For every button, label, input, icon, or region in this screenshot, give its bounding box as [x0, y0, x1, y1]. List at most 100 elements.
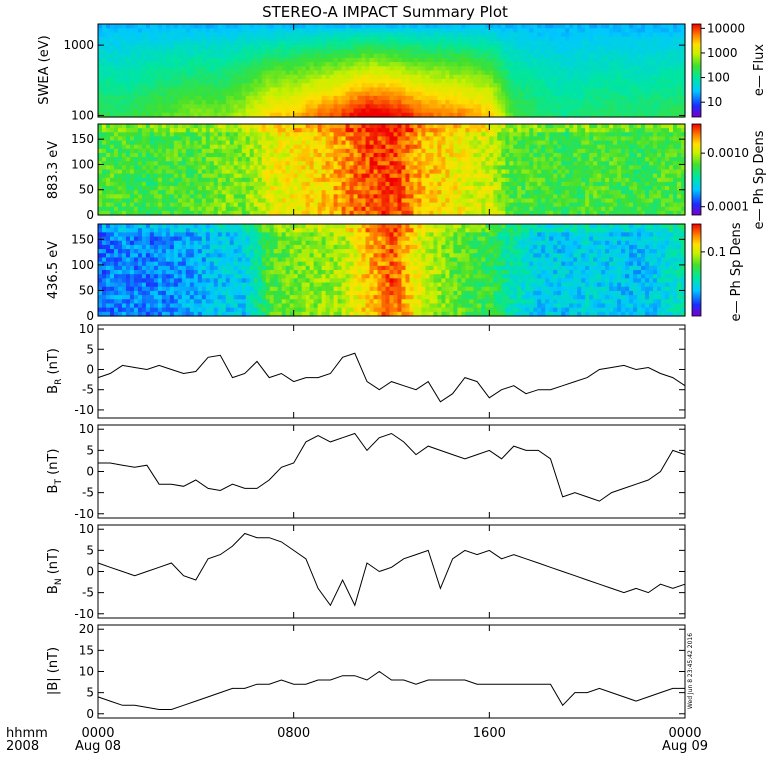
- spectrogram-cell: [677, 91, 682, 97]
- spectrogram-cell: [277, 28, 283, 34]
- spectrogram-cell: [101, 181, 107, 187]
- spectrogram-cell: [365, 177, 371, 183]
- spectrogram-cell: [241, 70, 247, 76]
- spectrogram-cell: [529, 40, 534, 46]
- spectrogram-cell: [577, 100, 582, 105]
- spectrogram-cell: [277, 190, 283, 195]
- spectrogram-cell: [561, 40, 566, 46]
- spectrogram-cell: [441, 95, 446, 101]
- spectrogram-cell: [301, 112, 307, 118]
- spectrogram-cell: [293, 202, 299, 208]
- spectrogram-cell: [457, 57, 462, 63]
- spectrogram-cell: [405, 186, 411, 191]
- spectrogram-cell: [249, 165, 255, 171]
- spectrogram-cell: [589, 78, 594, 84]
- spectrogram-cell: [121, 148, 127, 154]
- spectrogram-cell: [353, 112, 359, 118]
- spectrogram-cell: [457, 74, 462, 80]
- spectrogram-cell: [237, 78, 243, 84]
- spectrogram-cell: [673, 66, 678, 72]
- spectrogram-cell: [213, 40, 219, 46]
- spectrogram-cell: [361, 57, 367, 63]
- spectrogram-cell: [573, 45, 578, 50]
- spectrogram-cell: [613, 36, 618, 42]
- spectrogram-cell: [261, 181, 267, 187]
- spectrogram-cell: [637, 53, 642, 59]
- spectrogram-cell: [521, 32, 526, 38]
- spectrogram-cell: [669, 66, 674, 72]
- spectrogram-cell: [341, 70, 347, 76]
- spectrogram-cell: [357, 100, 363, 105]
- spectrogram-cell: [601, 53, 606, 59]
- spectrogram-cell: [117, 186, 123, 191]
- spectrogram-cell: [453, 53, 458, 59]
- spectrogram-cell: [361, 210, 367, 216]
- spectrogram-cell: [581, 24, 586, 29]
- spectrogram-cell: [389, 140, 395, 146]
- spectrogram-cell: [313, 157, 319, 162]
- spectrogram-cell: [301, 45, 307, 50]
- spectrogram-cell: [501, 36, 506, 42]
- spectrogram-cell: [173, 210, 179, 216]
- spectrogram-cell: [221, 206, 227, 212]
- spectrogram-cell: [621, 74, 626, 80]
- spectrogram-cell: [317, 161, 323, 166]
- spectrogram-cell: [413, 78, 419, 84]
- spectrogram-cell: [449, 57, 454, 63]
- spectrogram-cell: [473, 36, 478, 42]
- spectrogram-cell: [197, 95, 203, 101]
- spectrogram-cell: [197, 152, 203, 158]
- spectrogram-cell: [237, 132, 243, 138]
- spectrogram-cell: [597, 28, 602, 34]
- spectrogram-cell: [465, 62, 470, 67]
- spectrogram-cell: [165, 24, 171, 29]
- spectrogram-cell: [617, 100, 622, 105]
- spectrogram-cell: [609, 100, 614, 105]
- spectrogram-cell: [241, 152, 247, 158]
- spectrogram-cell: [301, 32, 307, 38]
- spectrogram-cell: [397, 144, 403, 150]
- spectrogram-cell: [665, 24, 670, 29]
- spectrogram-cell: [281, 202, 287, 208]
- spectrogram-cell: [181, 100, 187, 105]
- spectrogram-cell: [325, 202, 331, 208]
- spectrogram-cell: [305, 144, 311, 150]
- spectrogram-cell: [641, 40, 646, 46]
- spectrogram-cell: [305, 206, 311, 212]
- spectrogram-cell: [429, 57, 435, 63]
- spectrogram-cell: [125, 198, 131, 204]
- spectrogram-cell: [361, 128, 367, 133]
- spectrogram-cell: [277, 210, 283, 216]
- spectrogram-cell: [557, 100, 562, 105]
- spectrogram-cell: [409, 66, 415, 72]
- spectrogram-cell: [137, 161, 143, 166]
- spectrogram-cell: [661, 74, 666, 80]
- spectrogram-cell: [157, 28, 163, 34]
- spectrogram-cell: [389, 40, 395, 46]
- spectrogram-cell: [297, 49, 303, 55]
- spectrogram-cell: [665, 108, 670, 114]
- spectrogram-cell: [609, 66, 614, 72]
- spectrogram-cell: [501, 45, 506, 50]
- spectrogram-cell: [105, 132, 111, 138]
- spectrogram-cell: [121, 45, 127, 50]
- spectrogram-cell: [125, 157, 131, 162]
- spectrogram-cell: [433, 91, 439, 97]
- spectrogram-cell: [669, 78, 674, 84]
- spectrogram-cell: [569, 62, 574, 67]
- spectrogram-cell: [357, 210, 363, 216]
- spectrogram-cell: [393, 45, 399, 50]
- spectrogram-cell: [665, 95, 670, 101]
- spectrogram-cell: [193, 49, 199, 55]
- spectrogram-cell: [573, 100, 578, 105]
- spectrogram-cell: [245, 152, 251, 158]
- spectrogram-cell: [525, 45, 530, 50]
- spectrogram-cell: [561, 53, 566, 59]
- spectrogram-cell: [381, 177, 387, 183]
- spectrogram-cell: [581, 62, 586, 67]
- spectrogram-cell: [333, 57, 339, 63]
- spectrogram-cell: [313, 173, 319, 179]
- spectrogram-cell: [537, 66, 542, 72]
- spectrogram-cell: [137, 24, 143, 29]
- spectrogram-cell: [125, 36, 131, 42]
